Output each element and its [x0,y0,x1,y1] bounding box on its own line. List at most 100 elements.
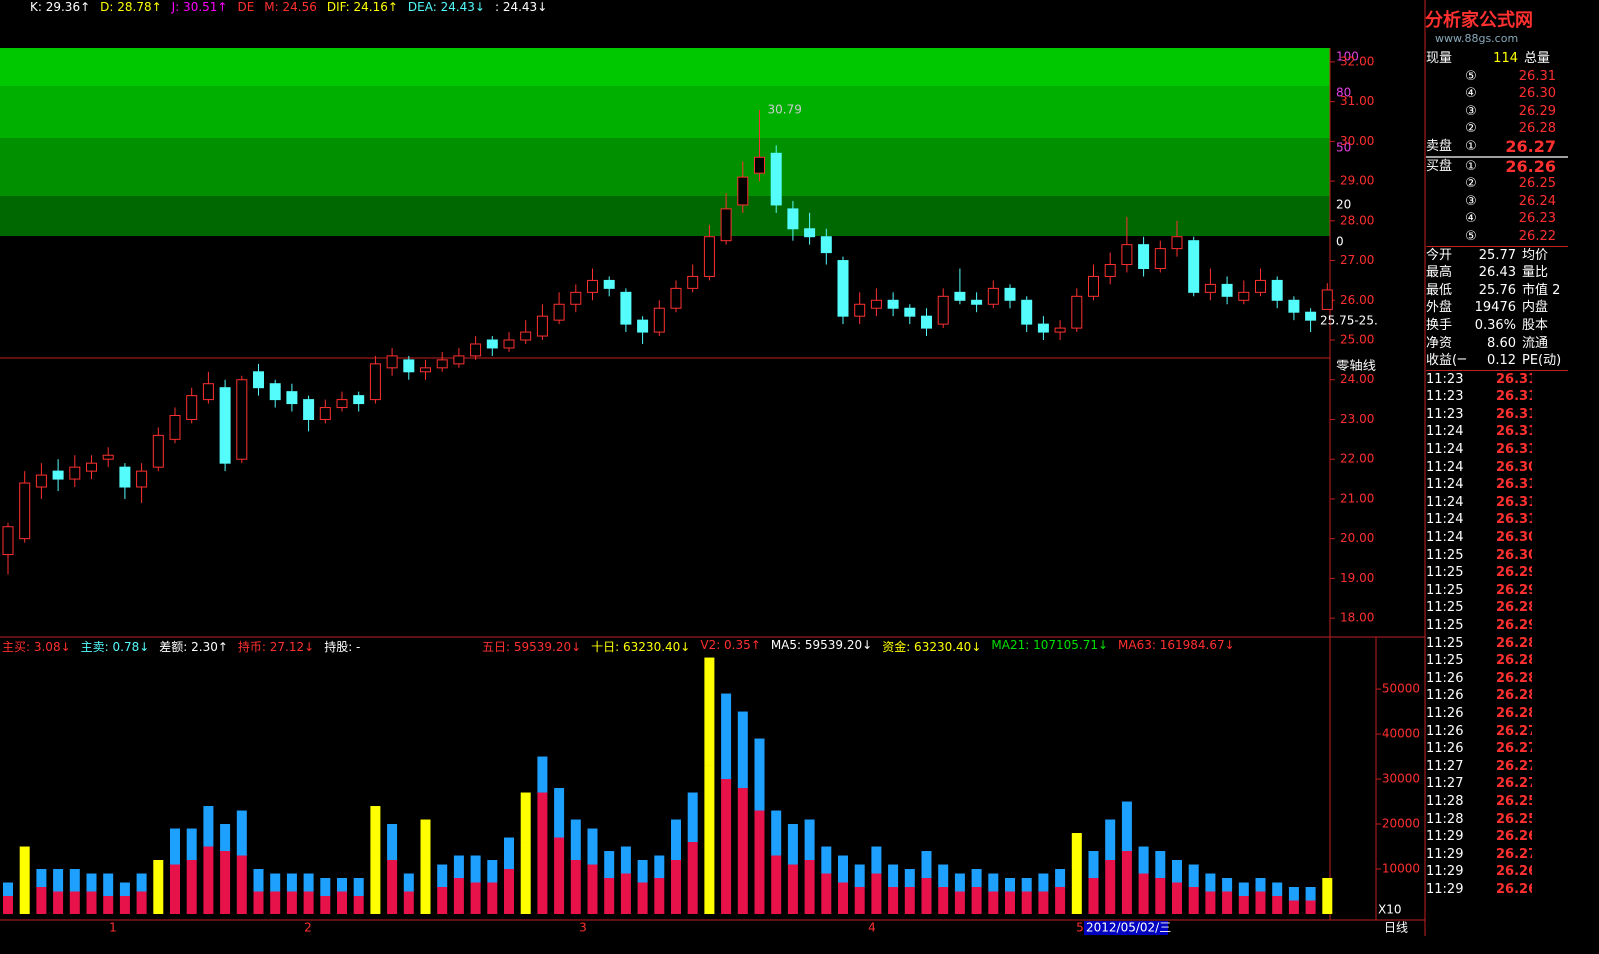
level-label: ⑤ [1465,228,1477,244]
volume-bar [771,855,782,914]
kdj-band [0,138,1330,196]
tick-time: 11:25 [1426,565,1464,581]
tick-price: 26.27 [1496,776,1532,792]
quote-row: 11:29 26.26 [1426,863,1568,881]
indicator-value: DEA: 24.43↓ [407,0,485,14]
tick-price: 26.27 [1496,846,1532,862]
candle-body [954,291,966,301]
x-tick-label: 3 [579,921,587,935]
indicator-value: 十日: 63230.40↓ [591,640,691,654]
candle-body [202,383,214,401]
volume-bar [721,693,732,780]
tick-price: 26.27 [1496,723,1532,739]
candle-body [720,208,732,242]
indicator-value: K: 29.36↑ [30,0,91,14]
tick-price: 26.25 [1496,811,1532,827]
tick-price: 26.26 [1496,881,1532,897]
quote-row: 11:29 26.26 [1426,828,1568,846]
kdj-level: 50 [1336,141,1351,155]
volume-bar [19,873,30,914]
indicator-value: MA5: 59539.20↓ [770,638,873,652]
level-label: ② [1465,121,1477,137]
tick-price: 26.28 [1496,635,1532,651]
volume-bar [286,873,297,892]
indicator-header: K: 29.36↑ D: 28.78↑ J: 30.51↑ DE M: 24.56 DIF… [30,0,547,14]
volume-bar [170,828,180,865]
candle-body [86,462,97,472]
volume-bar [86,873,97,892]
volume-bar [36,887,47,914]
level-label: ④ [1465,211,1477,227]
volume-bar [721,779,732,914]
candle-body [620,291,632,325]
volume-bar [938,864,949,888]
volume-bar [303,873,314,892]
candle-body [854,303,866,317]
volume-bar [1222,891,1233,914]
quote-row: 11:23 26.31 [1426,369,1568,389]
tick-price: 26.29 [1496,582,1532,598]
volume-bar [1188,887,1199,914]
volume-bar [754,738,765,811]
candle-body [820,236,832,254]
tick-time: 11:29 [1426,881,1464,897]
tick-time: 11:29 [1426,864,1464,880]
tick-time: 11:27 [1426,776,1464,792]
volume-bar [604,878,615,914]
tick-time: 11:25 [1426,600,1464,616]
candle-body [286,391,298,405]
tick-price: 26.28 [1496,600,1532,616]
volume-bar [871,846,882,874]
volume-bar [804,819,815,861]
y-tick-label: 32.00 [1340,54,1374,68]
volume-bar [1138,873,1149,914]
candle-body [737,176,749,206]
volume-bar [1005,878,1015,892]
volume-bar [704,765,715,914]
tick-time: 11:24 [1426,459,1464,475]
volume-bar [1322,878,1333,892]
candle-body [102,454,114,460]
tick-price: 26.31 [1496,406,1532,422]
volume-bar [453,878,464,914]
indicator-value: MA21: 107105.71↓ [991,638,1109,652]
volume-bar [1055,887,1066,914]
volume-bar [370,851,381,914]
quote-row: ⑤ 26.22 [1426,228,1568,246]
candle-body [1204,283,1216,293]
field-value: 0.36% [1474,317,1516,333]
field-label: 内盘 [1522,300,1549,316]
field-value: 25.76 [1478,282,1516,298]
candle-body [119,466,131,488]
tick-price: 26.31 [1496,512,1532,528]
candle-body [1154,248,1166,269]
tick-time: 11:23 [1426,371,1464,387]
level-price: 26.23 [1518,211,1556,227]
volume-bar [3,882,13,897]
candle-body [186,395,198,420]
volume-bar [1238,896,1249,914]
candle-body [937,295,949,325]
logo-title: 分析家公式网 [1425,10,1533,31]
indicator-value: M: 24.56 [264,0,317,14]
volume-bar [69,869,80,892]
volume-bar [737,788,748,914]
quote-row: 11:25 26.28 [1426,635,1568,653]
kdj-band [0,196,1330,236]
volume-bar [103,873,114,897]
volume-bar [1005,891,1015,914]
volume-bar [838,882,848,914]
quote-row: 净资 8.60 流通 [1426,335,1568,353]
candle-body [353,395,365,405]
logo: 分析家公式网 www.88gs.com [1425,6,1533,45]
volume-bar [53,891,64,914]
volume-bar [954,873,965,892]
volume-bar [1222,878,1233,892]
level-label: ③ [1465,103,1477,119]
candle-body [987,287,999,305]
volume-bar [537,756,548,793]
volume-bar [520,842,531,914]
x-tick-label: 4 [868,921,876,935]
field-value: 8.60 [1487,335,1516,351]
quote-row: ② 26.28 [1426,120,1568,138]
